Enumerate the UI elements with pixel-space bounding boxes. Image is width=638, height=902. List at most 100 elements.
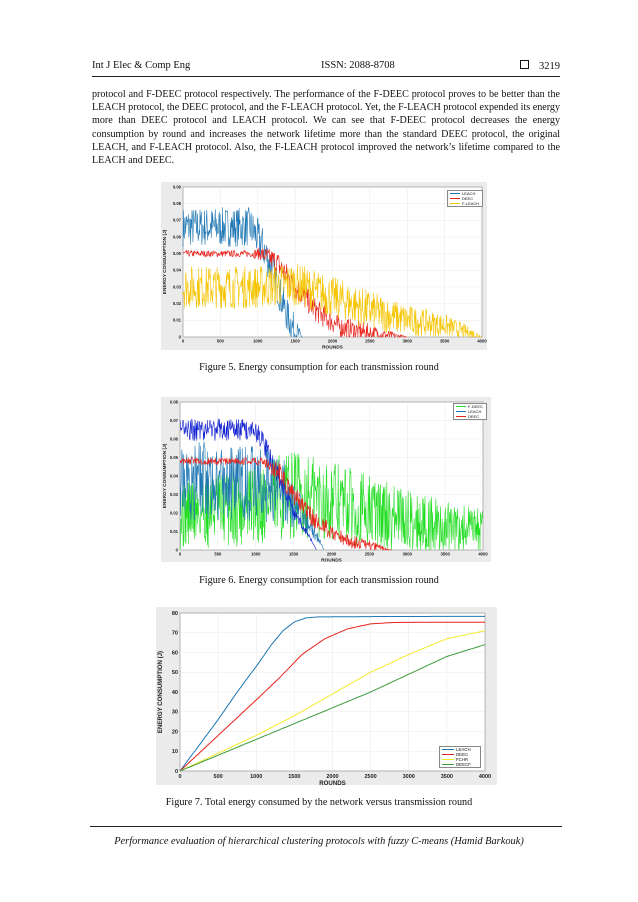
x-tick-label: 500: [217, 339, 225, 344]
body-paragraph: protocol and F-DEEC protocol respectivel…: [92, 89, 560, 167]
figure-6-legend: F-DEEC LEACH DEEC: [453, 403, 487, 420]
legend-item-deec: DEEC: [448, 196, 482, 201]
legend-label: F-DEEC: [468, 404, 483, 409]
figure-7-caption: Figure 7. Total energy consumed by the n…: [165, 797, 473, 808]
x-tick-label: 3000: [403, 774, 415, 780]
x-tick-label: 3500: [440, 552, 450, 557]
figure-7-plot: 0 500 1000 1500 2000 2500 3000 3500 4000 0 10 20 30 4…: [157, 611, 491, 785]
legend-label: LEACH: [456, 747, 471, 752]
x-tick-label: 2000: [326, 774, 338, 780]
legend-label: FCHR: [456, 757, 469, 762]
figure-5-plot: 0 500 1000 1500 2000 2500 3000 3500 4000 0 0.01 0.0…: [162, 184, 487, 350]
running-header: Int J Elec & Comp Eng ISSN: 2088-8708 32…: [92, 60, 560, 76]
y-tick-label: 0.09: [173, 184, 182, 189]
header-rule: [92, 76, 560, 77]
y-tick-label: 70: [172, 631, 178, 637]
legend-label: DEEC: [456, 752, 469, 757]
y-axis-label: ENERGY CONSUMPTION (J): [162, 443, 168, 508]
x-tick-label: 500: [214, 552, 222, 557]
y-tick-label: 0.05: [173, 251, 182, 256]
legend-item-fchr: FCHR: [440, 757, 480, 762]
x-tick-label: 0: [179, 552, 182, 557]
page-number-block: 3219: [520, 60, 560, 72]
y-tick-label: 0.03: [170, 492, 179, 497]
y-axis-label: ENERGY CONSUMPTION (J): [162, 229, 168, 294]
y-tick-label: 0: [176, 547, 179, 552]
legend-item-deec: DEEC: [440, 752, 480, 757]
footer-rule: [90, 826, 562, 827]
y-tick-label: 60: [172, 650, 178, 656]
legend-label: DEECF: [456, 762, 471, 767]
legend-item-leach: LEACH: [454, 409, 486, 414]
series-line: [182, 207, 303, 338]
y-tick-label: 30: [172, 710, 178, 716]
y-tick-label: 0: [175, 769, 178, 775]
legend-label: DEEC: [462, 196, 474, 201]
x-tick-label: 3000: [403, 552, 413, 557]
x-tick-label: 4000: [477, 339, 487, 344]
y-tick-label: 10: [172, 749, 178, 755]
figure-7-legend: LEACH DEEC FCHR DEECF: [439, 746, 481, 768]
legend-item-fdeec: F-DEEC: [454, 404, 486, 409]
y-tick-label: 20: [172, 729, 178, 735]
x-tick-label: 1000: [251, 552, 261, 557]
series-line: [179, 441, 324, 550]
checkbox-icon: [520, 60, 529, 69]
y-tick-label: 0.08: [173, 201, 182, 206]
x-tick-label: 1000: [250, 774, 262, 780]
legend-item-deec: DEEC: [454, 414, 486, 419]
y-tick-label: 0.03: [173, 284, 182, 289]
x-tick-label: 4000: [479, 774, 491, 780]
figure-6-plot: 0 500 1000 1500 2000 2500 3000 3500 4000 0 0.01 0.0…: [162, 399, 488, 562]
y-tick-label: 0.02: [173, 301, 182, 306]
y-tick-label: 0.04: [170, 473, 179, 478]
y-tick-label: 80: [172, 611, 178, 617]
series-line: [179, 644, 486, 772]
y-tick-label: 0.04: [173, 268, 182, 273]
y-tick-label: 40: [172, 690, 178, 696]
x-tick-label: 2000: [328, 339, 338, 344]
x-tick-label: 1500: [288, 774, 300, 780]
series-line: [182, 263, 482, 338]
y-tick-label: 0.06: [173, 234, 182, 239]
legend-label: LEACH: [468, 409, 482, 414]
x-tick-label: 2000: [327, 552, 337, 557]
figure-5-caption: Figure 5. Energy consumption for each tr…: [199, 362, 439, 373]
x-tick-label: 4000: [478, 552, 488, 557]
series-line: [179, 615, 485, 772]
x-tick-label: 2500: [365, 774, 377, 780]
x-tick-label: 1000: [253, 339, 263, 344]
figure-5-legend: LEACH DEEC F-LEACH: [447, 190, 483, 207]
x-tick-label: 1500: [289, 552, 299, 557]
legend-item-leach: LEACH: [440, 747, 480, 752]
journal-name: Int J Elec & Comp Eng: [92, 60, 191, 71]
x-tick-label: 0: [182, 339, 185, 344]
legend-item-fleach: F-LEACH: [448, 201, 482, 206]
y-tick-label: 0.01: [173, 318, 182, 323]
legend-item-leach: LEACH: [448, 191, 482, 196]
series-line: [179, 452, 483, 551]
x-axis-label: ROUNDS: [321, 557, 343, 562]
series-line: [179, 418, 317, 551]
y-tick-label: 0.07: [173, 218, 182, 223]
y-tick-label: 0.08: [170, 399, 179, 404]
page-footer: Performance evaluation of hierarchical c…: [114, 836, 524, 847]
x-tick-label: 500: [214, 774, 223, 780]
x-tick-label: 0: [178, 774, 181, 780]
figure-6-chart: 0 500 1000 1500 2000 2500 3000 3500 4000 0 0.01 0.0…: [161, 397, 491, 562]
y-tick-label: 0.07: [170, 418, 179, 423]
series-line: [179, 621, 485, 772]
y-tick-label: 0.05: [170, 455, 179, 460]
x-tick-label: 2500: [365, 552, 375, 557]
legend-item-deecf: DEECF: [440, 762, 480, 767]
legend-label: DEEC: [468, 414, 480, 419]
x-tick-label: 2500: [365, 339, 375, 344]
series-line: [182, 247, 408, 339]
page-number: 3219: [539, 61, 560, 72]
y-tick-label: 0.01: [170, 529, 179, 534]
figure-6-caption: Figure 6. Energy consumption for each tr…: [199, 575, 439, 586]
series-line: [179, 457, 392, 552]
y-tick-label: 0: [179, 334, 182, 339]
series-line: [179, 630, 486, 772]
y-tick-label: 50: [172, 670, 178, 676]
